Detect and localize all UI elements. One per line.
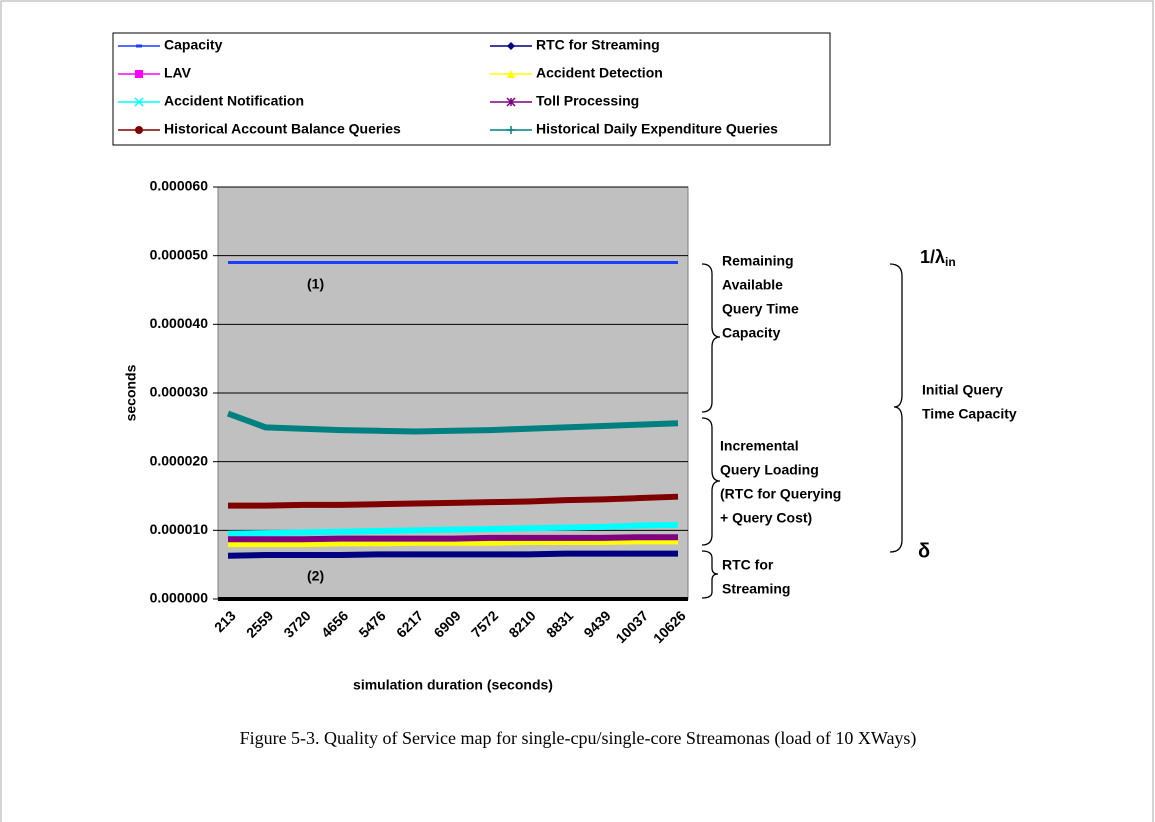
braces bbox=[701, 263, 903, 599]
annotation-subscript: in bbox=[945, 255, 956, 269]
y-tick-label: 0.000010 bbox=[150, 521, 209, 537]
legend-label: RTC for Streaming bbox=[536, 37, 660, 53]
x-tick-label: 3720 bbox=[280, 607, 313, 640]
annotation: 1/λin bbox=[920, 247, 956, 269]
annotation: (2) bbox=[307, 568, 324, 584]
annotation: + Query Cost) bbox=[720, 510, 812, 526]
y-tick-label: 0.000020 bbox=[150, 452, 209, 468]
legend-label: Accident Notification bbox=[164, 93, 304, 109]
x-tick-label: 2559 bbox=[243, 607, 276, 640]
brace bbox=[701, 417, 721, 546]
legend-marker bbox=[134, 97, 144, 107]
y-tick-label: 0.000030 bbox=[150, 384, 209, 400]
annotation: Available bbox=[722, 277, 783, 293]
x-tick-label: 10037 bbox=[612, 607, 651, 646]
brace bbox=[889, 263, 903, 553]
annotation-main: 1/λ bbox=[920, 247, 945, 267]
annotation: RTC for bbox=[722, 557, 774, 573]
series-line bbox=[228, 493, 679, 509]
legend-marker bbox=[507, 70, 515, 78]
annotation: δ bbox=[918, 540, 930, 562]
legend-marker bbox=[506, 97, 516, 107]
x-tick-label: 9439 bbox=[580, 607, 613, 640]
legend-marker bbox=[507, 42, 515, 50]
annotation: Query Time bbox=[722, 301, 799, 317]
x-axis-label: simulation duration (seconds) bbox=[353, 677, 553, 693]
annotation: Incremental bbox=[720, 438, 799, 454]
y-tick-label: 0.000060 bbox=[150, 178, 209, 194]
y-tick-label: 0.000050 bbox=[150, 246, 209, 262]
caption: Figure 5-3. Quality of Service map for s… bbox=[240, 728, 917, 749]
annotation: Remaining bbox=[722, 253, 794, 269]
x-tick-label: 6217 bbox=[393, 607, 426, 640]
x-tick-label: 6909 bbox=[430, 607, 463, 640]
annotation: Capacity bbox=[722, 325, 781, 341]
brace bbox=[701, 550, 719, 599]
x-tick-label: 5476 bbox=[355, 607, 388, 640]
annotation: (1) bbox=[307, 276, 324, 292]
legend-box bbox=[112, 32, 831, 146]
series-line bbox=[226, 410, 679, 435]
x-tick-label: 213 bbox=[211, 607, 239, 635]
series-line bbox=[227, 521, 679, 537]
annotation: Initial Query bbox=[922, 382, 1003, 398]
series-line bbox=[228, 534, 678, 543]
annotation: (RTC for Querying bbox=[720, 486, 841, 502]
x-tick-label: 4656 bbox=[318, 607, 351, 640]
y-axis-label: seconds bbox=[123, 364, 139, 421]
series-line bbox=[227, 550, 678, 559]
legend-label: Capacity bbox=[164, 37, 223, 53]
legend-label: Toll Processing bbox=[536, 93, 639, 109]
legend-label: LAV bbox=[164, 65, 192, 81]
annotation: Query Loading bbox=[720, 462, 819, 478]
x-tick-label: 8210 bbox=[505, 607, 538, 640]
legend-marker bbox=[135, 126, 143, 134]
annotation: Time Capacity bbox=[922, 406, 1017, 422]
y-tick-label: 0.000000 bbox=[150, 590, 209, 606]
series-line bbox=[228, 538, 678, 548]
legend-label: Historical Account Balance Queries bbox=[164, 121, 401, 137]
annotation: Streaming bbox=[722, 581, 790, 597]
legend-label: Accident Detection bbox=[536, 65, 663, 81]
x-tick-label: 7572 bbox=[468, 607, 501, 640]
x-tick-label: 8831 bbox=[543, 607, 576, 640]
legend-marker bbox=[507, 126, 515, 134]
x-tick-label: 10626 bbox=[650, 607, 689, 646]
brace bbox=[701, 263, 721, 413]
y-tick-label: 0.000040 bbox=[150, 315, 209, 331]
legend-marker bbox=[136, 44, 142, 48]
legend-marker bbox=[135, 70, 143, 78]
legend-label: Historical Daily Expenditure Queries bbox=[536, 121, 778, 137]
